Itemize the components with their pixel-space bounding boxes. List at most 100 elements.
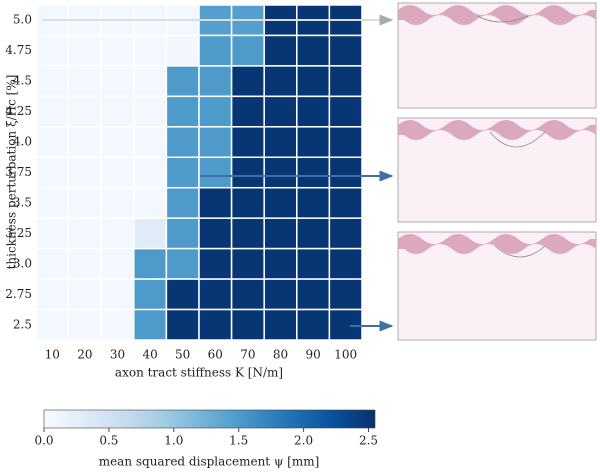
- cell: [35, 126, 70, 159]
- cell: [67, 308, 102, 341]
- cell: [263, 65, 298, 98]
- cell: [133, 217, 168, 250]
- cell: [296, 65, 331, 98]
- cell: [67, 34, 102, 67]
- cell: [328, 278, 363, 311]
- cell: [296, 156, 331, 189]
- cell: [296, 278, 331, 311]
- cell: [133, 308, 168, 341]
- cell: [230, 278, 265, 311]
- cell: [328, 156, 363, 189]
- cell: [230, 126, 265, 159]
- cell: [263, 217, 298, 250]
- cell: [165, 308, 200, 341]
- cell: [198, 186, 233, 219]
- cell: [165, 34, 200, 67]
- cell: [296, 308, 331, 341]
- colorbar-tick-label: 0.5: [99, 434, 118, 448]
- y-tick-label: 3.5: [13, 195, 32, 209]
- cell: [35, 247, 70, 280]
- cell: [133, 278, 168, 311]
- cell: [230, 217, 265, 250]
- cell: [198, 156, 233, 189]
- cell: [198, 34, 233, 67]
- x-tick-label: 100: [334, 348, 357, 362]
- cell: [328, 186, 363, 219]
- cell: [35, 65, 70, 98]
- cell: [296, 95, 331, 128]
- colorbar-title: mean squared displacement ψ [mm]: [99, 455, 320, 469]
- cell: [100, 247, 135, 280]
- y-tick-label: 2.75: [5, 287, 32, 301]
- y-tick-label: 4.5: [13, 74, 32, 88]
- cell: [263, 186, 298, 219]
- cell: [67, 247, 102, 280]
- cell: [67, 278, 102, 311]
- y-tick-label: 3.0: [13, 256, 32, 270]
- cell: [133, 186, 168, 219]
- cell: [100, 278, 135, 311]
- cell: [263, 126, 298, 159]
- x-tick-label: 30: [110, 348, 125, 362]
- colorbar: [43, 409, 376, 429]
- cell: [296, 186, 331, 219]
- cell: [100, 186, 135, 219]
- cell: [328, 217, 363, 250]
- x-tick-label: 70: [240, 348, 255, 362]
- x-tick-label: 50: [175, 348, 190, 362]
- cell: [328, 34, 363, 67]
- cell: [133, 247, 168, 280]
- cell: [35, 308, 70, 341]
- cell: [230, 247, 265, 280]
- colorbar-tick-label: 1.0: [164, 434, 183, 448]
- cell: [165, 278, 200, 311]
- cell: [263, 278, 298, 311]
- cell: [263, 156, 298, 189]
- cell: [263, 308, 298, 341]
- cell: [165, 65, 200, 98]
- cell: [133, 126, 168, 159]
- cell: [198, 217, 233, 250]
- cell: [67, 156, 102, 189]
- cell: [230, 95, 265, 128]
- cell: [100, 95, 135, 128]
- cell: [67, 217, 102, 250]
- cell: [100, 34, 135, 67]
- cell: [198, 247, 233, 280]
- cell: [296, 34, 331, 67]
- cell: [165, 247, 200, 280]
- cell: [67, 65, 102, 98]
- cell: [165, 126, 200, 159]
- panel: [397, 231, 597, 341]
- cell: [296, 247, 331, 280]
- cell: [35, 217, 70, 250]
- cell: [230, 156, 265, 189]
- x-tick-label: 60: [208, 348, 223, 362]
- cell: [230, 65, 265, 98]
- cell: [100, 156, 135, 189]
- cell: [35, 186, 70, 219]
- cell: [198, 278, 233, 311]
- colorbar-tick-label: 2.0: [294, 434, 313, 448]
- cell: [100, 65, 135, 98]
- cell: [100, 126, 135, 159]
- cell: [67, 126, 102, 159]
- colorbar-tick-label: 0.0: [34, 434, 53, 448]
- cell: [230, 34, 265, 67]
- x-tick-label: 90: [305, 348, 320, 362]
- cell: [328, 65, 363, 98]
- x-axis-title: axon tract stiffness K [N/m]: [115, 366, 283, 380]
- panel: [397, 2, 597, 109]
- cell: [263, 247, 298, 280]
- y-axis-title: thickness perturbation ξ/Hc [%]: [5, 75, 19, 270]
- x-tick-label: 20: [77, 348, 92, 362]
- cell: [263, 95, 298, 128]
- cell: [67, 95, 102, 128]
- cell: [296, 217, 331, 250]
- cell: [263, 34, 298, 67]
- cell: [198, 126, 233, 159]
- y-tick-label: 3.25: [5, 226, 32, 240]
- cell: [165, 95, 200, 128]
- y-tick-label: 4.75: [5, 43, 32, 57]
